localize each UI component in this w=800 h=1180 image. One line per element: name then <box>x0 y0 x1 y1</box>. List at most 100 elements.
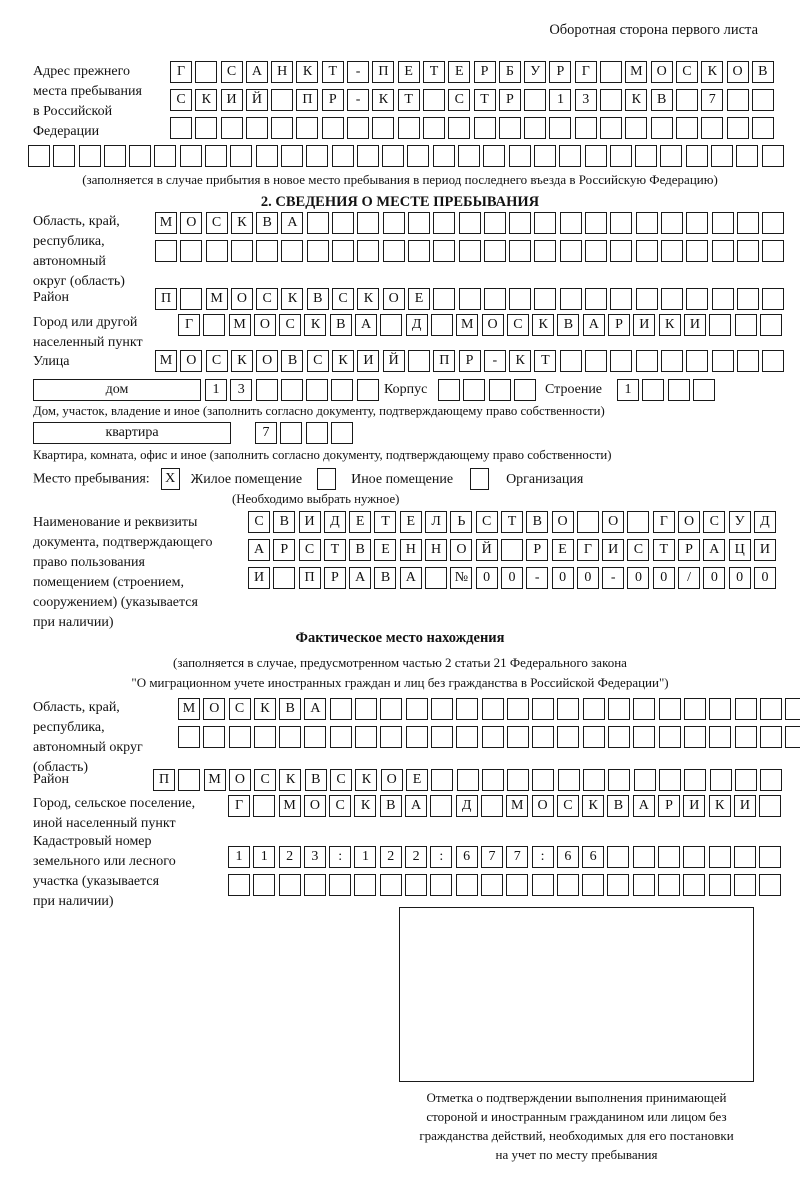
char-cell[interactable] <box>585 212 608 234</box>
confirmation-stamp-box[interactable] <box>399 907 754 1082</box>
char-cell[interactable] <box>635 145 658 167</box>
char-cell[interactable] <box>438 379 460 401</box>
char-cell[interactable]: Т <box>473 89 496 111</box>
char-cell[interactable]: В <box>273 511 296 533</box>
char-cell[interactable] <box>582 726 605 748</box>
char-cell[interactable] <box>407 350 430 372</box>
char-cell[interactable]: С <box>170 89 192 111</box>
char-cell[interactable]: 6 <box>582 846 605 868</box>
char-cell[interactable] <box>483 145 506 167</box>
char-cell[interactable] <box>532 769 555 791</box>
char-cell[interactable] <box>463 379 486 401</box>
char-cell[interactable]: К <box>279 769 302 791</box>
char-cell[interactable]: К <box>701 61 724 83</box>
char-cell[interactable] <box>405 874 428 896</box>
char-cell[interactable]: Г <box>178 314 200 336</box>
char-cell[interactable]: 2 <box>405 846 428 868</box>
char-cell[interactable]: Т <box>422 61 445 83</box>
char-cell[interactable]: К <box>195 89 218 111</box>
char-cell[interactable]: Д <box>323 511 346 533</box>
char-cell[interactable] <box>759 795 782 817</box>
char-cell[interactable]: М <box>178 698 200 720</box>
char-cell[interactable] <box>481 769 504 791</box>
char-cell[interactable] <box>455 874 478 896</box>
char-cell[interactable]: Е <box>397 61 420 83</box>
char-cell[interactable] <box>635 350 658 372</box>
char-cell[interactable]: Ь <box>450 511 473 533</box>
char-cell[interactable]: 0 <box>728 567 751 589</box>
checkbox-organizaciya[interactable] <box>470 468 490 490</box>
char-cell[interactable] <box>633 726 656 748</box>
char-cell[interactable] <box>180 240 203 262</box>
char-cell[interactable]: Е <box>374 539 397 561</box>
char-cell[interactable]: 6 <box>556 846 579 868</box>
char-cell[interactable] <box>498 117 521 139</box>
char-cell[interactable]: В <box>379 795 402 817</box>
char-cell[interactable] <box>255 379 278 401</box>
char-cell[interactable] <box>430 726 453 748</box>
char-cell[interactable]: Р <box>549 61 572 83</box>
char-cell[interactable]: 7 <box>480 846 503 868</box>
char-cell[interactable] <box>582 698 605 720</box>
char-cell[interactable] <box>600 89 623 111</box>
char-cell[interactable] <box>280 145 303 167</box>
char-cell[interactable] <box>321 117 344 139</box>
char-cell[interactable] <box>762 350 785 372</box>
char-cell[interactable] <box>785 698 800 720</box>
char-cell[interactable]: О <box>203 698 226 720</box>
char-cell[interactable] <box>407 240 430 262</box>
char-cell[interactable] <box>658 846 681 868</box>
char-cell[interactable]: С <box>475 511 498 533</box>
char-cell[interactable] <box>379 874 402 896</box>
char-cell[interactable] <box>600 117 623 139</box>
char-cell[interactable]: И <box>602 539 625 561</box>
char-cell[interactable] <box>458 212 481 234</box>
char-cell[interactable]: О <box>450 539 473 561</box>
char-cell[interactable]: 1 <box>354 846 377 868</box>
char-cell[interactable]: Р <box>498 89 521 111</box>
char-cell[interactable] <box>456 769 479 791</box>
char-cell[interactable] <box>245 117 268 139</box>
char-cell[interactable]: Т <box>374 511 397 533</box>
char-cell[interactable] <box>458 288 481 310</box>
char-cell[interactable] <box>253 795 276 817</box>
char-cell[interactable] <box>253 874 276 896</box>
char-cell[interactable] <box>155 240 177 262</box>
char-cell[interactable]: Е <box>405 769 428 791</box>
char-cell[interactable] <box>585 240 608 262</box>
char-cell[interactable] <box>610 240 633 262</box>
char-cell[interactable] <box>711 145 734 167</box>
char-cell[interactable]: О <box>256 350 279 372</box>
char-cell[interactable]: У <box>728 511 751 533</box>
char-cell[interactable]: - <box>483 350 506 372</box>
char-cell[interactable]: И <box>683 314 706 336</box>
char-cell[interactable] <box>583 769 606 791</box>
char-cell[interactable] <box>709 698 732 720</box>
char-cell[interactable]: А <box>355 314 378 336</box>
char-cell[interactable] <box>129 145 152 167</box>
char-cell[interactable]: 1 <box>228 846 250 868</box>
char-cell[interactable]: Р <box>323 567 346 589</box>
char-cell[interactable]: М <box>228 314 251 336</box>
char-cell[interactable] <box>281 240 304 262</box>
char-cell[interactable]: А <box>399 567 422 589</box>
char-cell[interactable]: О <box>180 350 203 372</box>
char-cell[interactable]: И <box>753 539 776 561</box>
char-cell[interactable] <box>228 874 250 896</box>
char-cell[interactable]: К <box>296 61 319 83</box>
char-cell[interactable] <box>760 769 783 791</box>
char-cell[interactable] <box>734 698 757 720</box>
char-cell[interactable]: М <box>155 350 177 372</box>
char-cell[interactable] <box>686 240 709 262</box>
char-cell[interactable] <box>271 89 294 111</box>
char-cell[interactable] <box>356 145 379 167</box>
char-cell[interactable]: Г <box>652 511 675 533</box>
char-cell[interactable]: Т <box>323 539 346 561</box>
char-cell[interactable]: - <box>526 567 549 589</box>
char-cell[interactable] <box>534 288 557 310</box>
char-cell[interactable] <box>658 726 681 748</box>
char-cell[interactable] <box>658 698 681 720</box>
